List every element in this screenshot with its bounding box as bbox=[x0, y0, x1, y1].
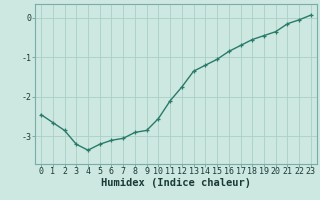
X-axis label: Humidex (Indice chaleur): Humidex (Indice chaleur) bbox=[101, 178, 251, 188]
